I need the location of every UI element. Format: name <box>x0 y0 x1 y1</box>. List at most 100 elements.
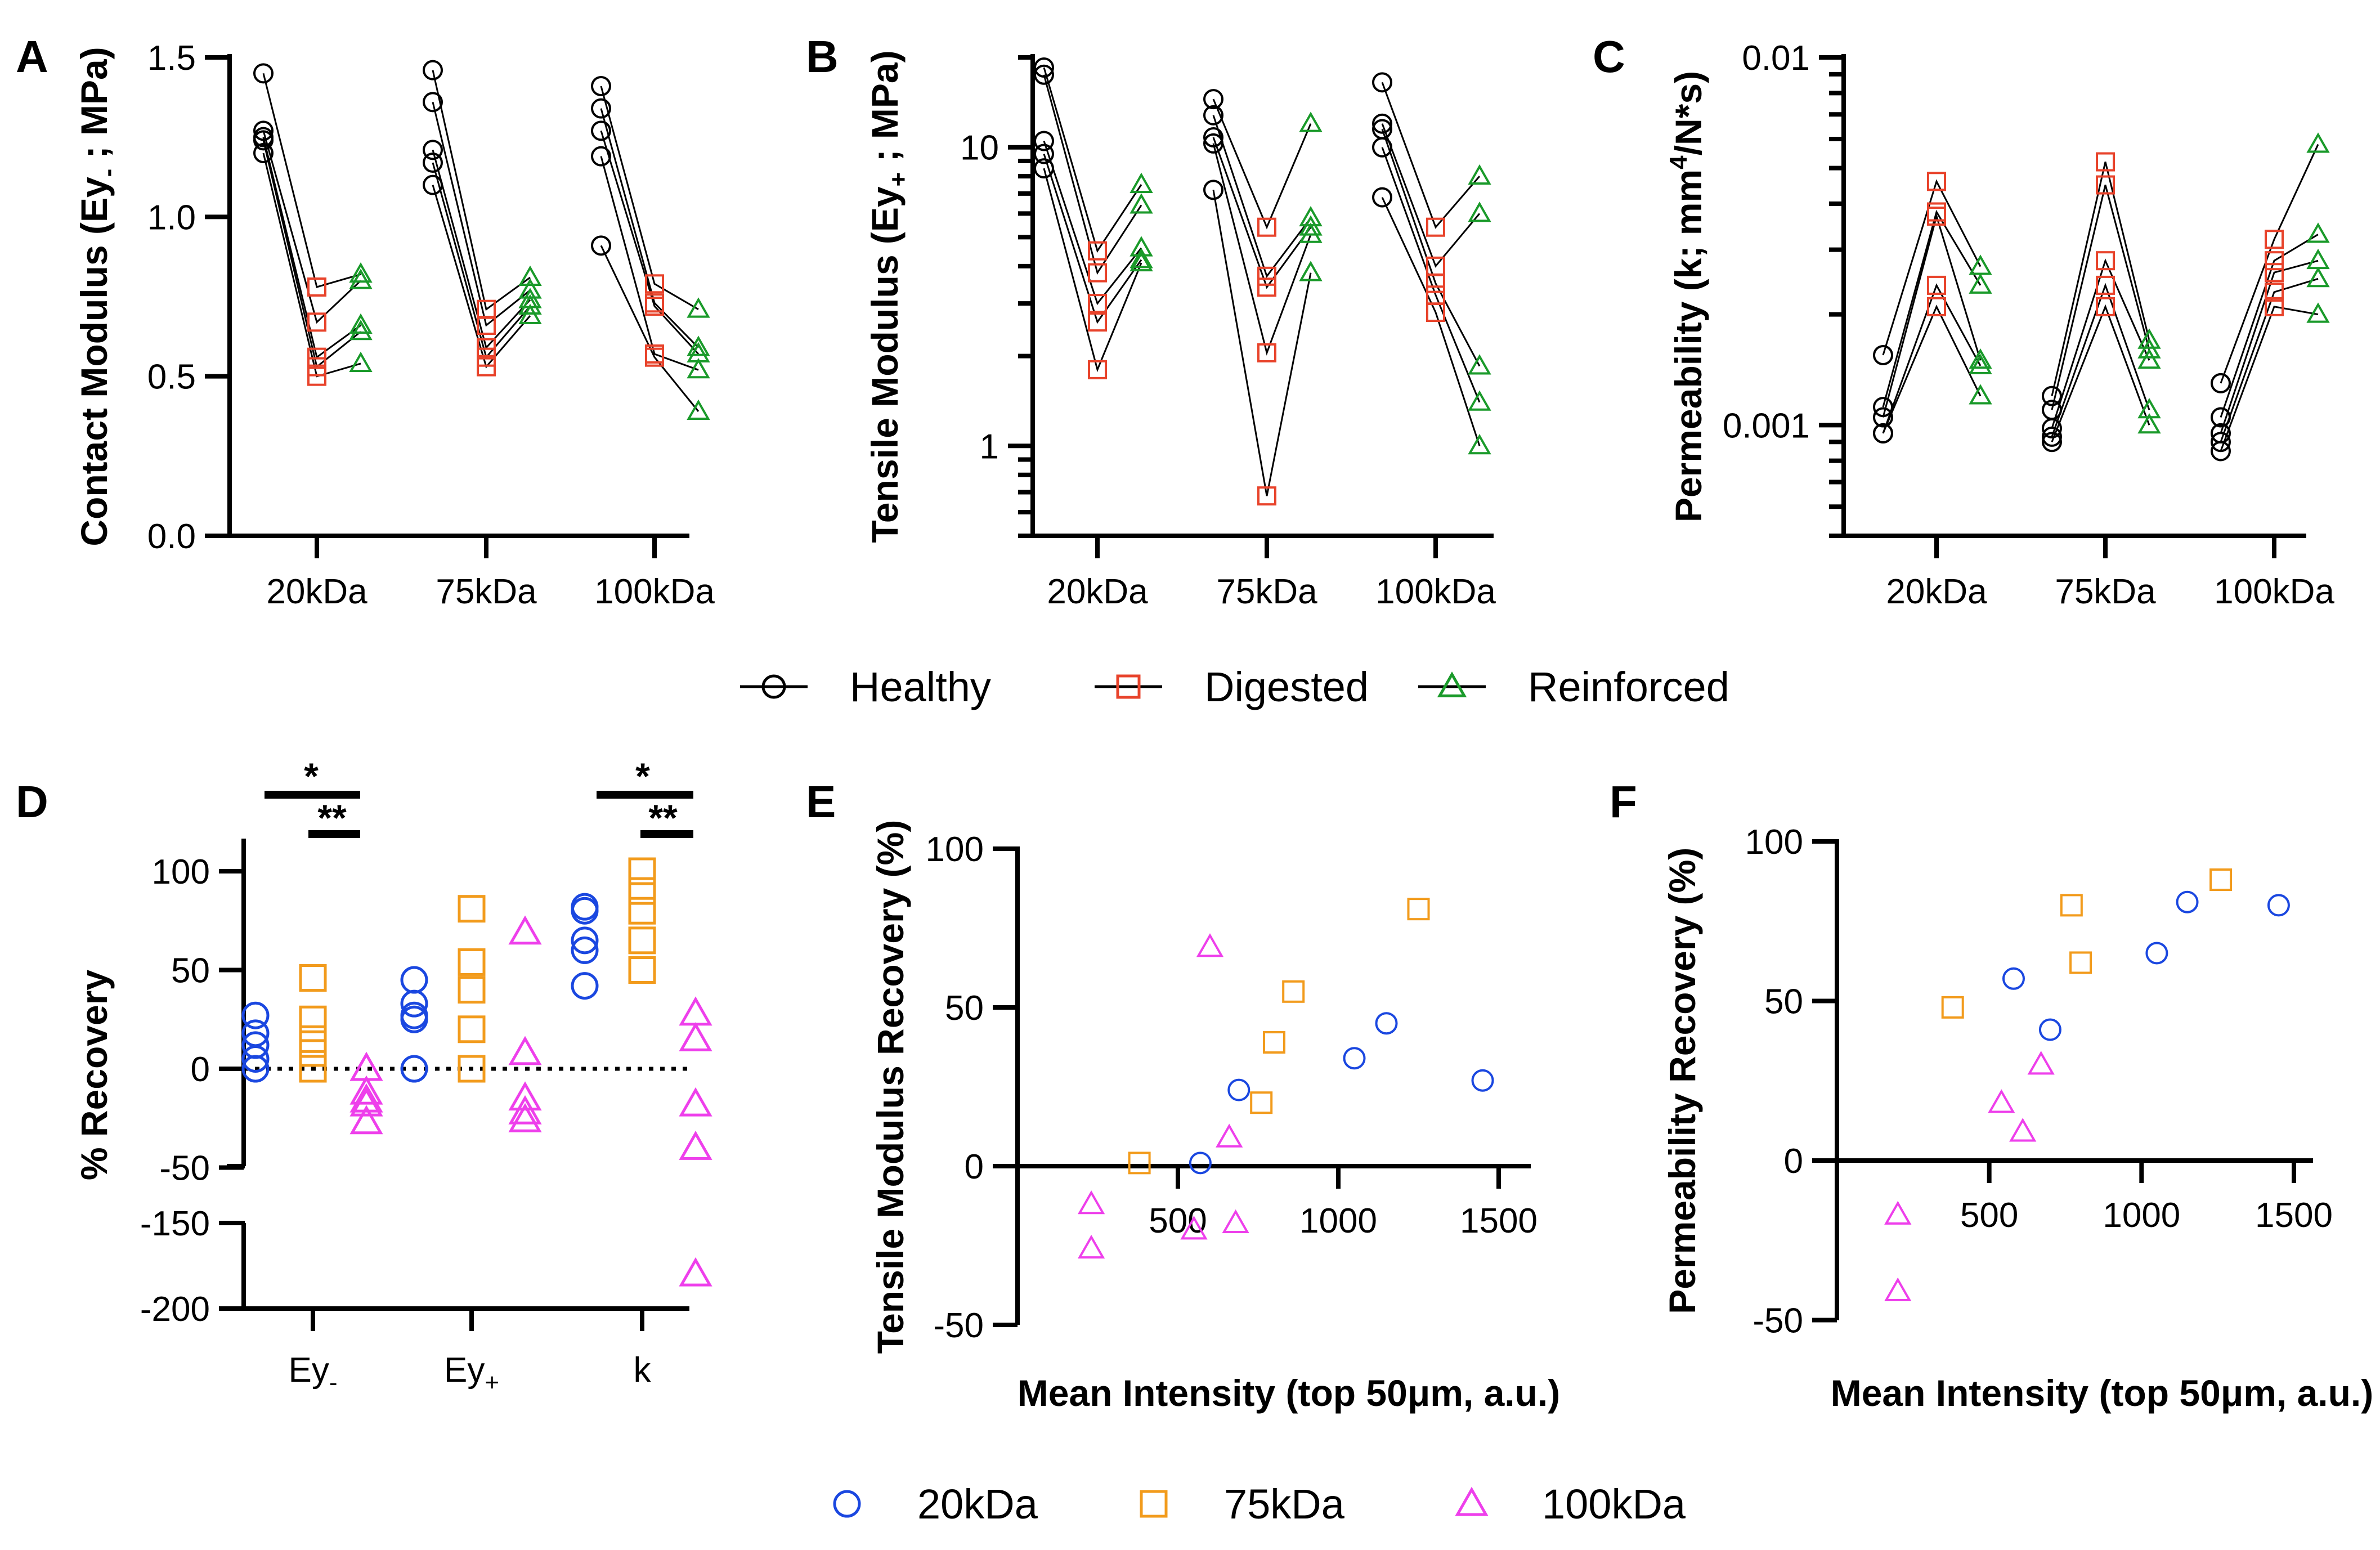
paired-sample-line <box>1043 154 1142 324</box>
recovery-point-100kDa <box>679 1131 712 1160</box>
digested-point <box>1088 241 1107 261</box>
healthy-point <box>423 92 443 113</box>
x-tick-label: 20kDa <box>1047 572 1148 611</box>
paired-sample-line <box>600 108 700 348</box>
reinforced-point <box>1468 434 1491 455</box>
x-axis-title: Mean Intensity (top 50μm, a.u.) <box>1831 1372 2374 1414</box>
digested-point <box>1426 303 1445 322</box>
legend-item-100kda: 100kDa <box>1455 1481 1686 1527</box>
recovery-point-75kDa <box>628 877 656 905</box>
recovery-point-100kDa <box>508 1081 542 1111</box>
recovery-point-100kDa <box>679 996 712 1026</box>
paired-sample-line <box>600 130 700 355</box>
digested-point <box>1927 275 1946 295</box>
scatter-point <box>1196 933 1224 957</box>
x-tick-label: 500 <box>1960 1196 2018 1235</box>
x-tick-label: 75kDa <box>1216 572 1317 611</box>
triangle-icon <box>1455 1486 1489 1516</box>
reinforced-point <box>1130 248 1153 268</box>
y-tick-label: 50 <box>945 989 984 1028</box>
y-axis-title: Contact Modulus (Ey- ; MPa) <box>73 47 122 546</box>
digested-point <box>1927 297 1946 316</box>
digested-point <box>307 312 326 332</box>
series-75kDa <box>1128 898 1430 1175</box>
series-75kDa <box>1941 868 2233 1019</box>
digested-point <box>2265 283 2284 302</box>
y-tick-label: 1.0 <box>147 198 196 237</box>
series-20kDa <box>2002 890 2290 1041</box>
paired-sample-line <box>262 73 361 288</box>
paired-sample-line <box>432 70 531 311</box>
y-tick-label: -50 <box>1752 1302 1803 1341</box>
digested-point <box>645 297 664 316</box>
healthy-point <box>1203 105 1223 126</box>
scatter-point <box>2002 967 2025 990</box>
legend-label: 100kDa <box>1542 1481 1686 1527</box>
recovery-group <box>571 857 712 1287</box>
healthy-point <box>2042 426 2062 447</box>
recovery-point-20kDa <box>400 966 428 994</box>
reinforced-point <box>1468 354 1491 375</box>
healthy-point <box>591 98 611 119</box>
healthy-point <box>1873 423 1893 444</box>
y-tick-label: 100 <box>1745 823 1803 862</box>
healthy-point <box>1873 344 1893 365</box>
legend-condition: Healthy Digested Reinforced <box>740 664 1729 710</box>
digested-point <box>1088 263 1107 283</box>
recovery-point-75kDa <box>299 964 327 992</box>
scatter-point <box>2267 894 2290 917</box>
digested-point <box>2096 175 2115 195</box>
paired-sample-line <box>2051 283 2150 437</box>
series-20kDa <box>1189 1012 1494 1175</box>
square-icon <box>1140 1490 1168 1518</box>
paired-sample-line <box>1882 283 1982 434</box>
reinforced-point <box>349 320 373 341</box>
recovery-point-75kDa <box>628 897 656 925</box>
recovery-point-100kDa <box>508 1103 542 1132</box>
scatter-point <box>1471 1069 1494 1092</box>
digested-point <box>1257 217 1276 237</box>
reinforced-point <box>1468 164 1491 185</box>
panel-c-permeability: C 0.001 0.01 20kDa 75kDa 100kDa Permeability (… <box>1593 32 2334 611</box>
paired-sample-line <box>1381 129 1481 367</box>
y-tick-label: 0.0 <box>147 517 196 556</box>
digested-point <box>1088 312 1107 332</box>
circle-icon <box>761 674 786 699</box>
paired-sample-line <box>432 101 531 327</box>
y-tick-label: 50 <box>171 952 210 991</box>
x-tick-label: 1500 <box>2255 1196 2333 1235</box>
digested-point <box>2265 251 2284 271</box>
healthy-point <box>1034 144 1054 164</box>
healthy-point <box>1372 113 1392 134</box>
paired-sample-line <box>600 245 700 412</box>
healthy-point <box>1203 127 1223 147</box>
reinforced-point <box>349 313 373 334</box>
scatter-point <box>1282 980 1305 1003</box>
paired-sample-line <box>2220 234 2319 418</box>
x-tick-label: 100kDa <box>2214 572 2334 611</box>
recovery-point-20kDa <box>571 936 599 964</box>
reinforced-point <box>1969 273 1992 294</box>
recovery-point-20kDa <box>241 1045 270 1073</box>
scatter-point <box>2176 890 2199 913</box>
series-100kDa <box>1077 933 1249 1259</box>
x-tick-label: 20kDa <box>1886 572 1987 611</box>
scatter-point <box>1227 1078 1250 1101</box>
y-tick-label: 100 <box>152 853 210 892</box>
x-tick-label: 20kDa <box>266 572 367 611</box>
x-tick-label: 75kDa <box>436 572 537 611</box>
group-75kDa <box>2042 152 2161 453</box>
reinforced-point <box>518 294 542 315</box>
scatter-point <box>1343 1047 1366 1070</box>
reinforced-point <box>349 351 373 372</box>
digested-point <box>1426 274 1445 293</box>
recovery-point-100kDa <box>349 1075 383 1105</box>
healthy-point <box>591 120 611 141</box>
series-100kDa <box>1884 1051 2055 1301</box>
group-100kDa <box>1372 72 1491 455</box>
reinforced-point <box>687 335 710 356</box>
digested-point <box>1088 294 1107 313</box>
recovery-point-75kDa <box>458 948 486 976</box>
